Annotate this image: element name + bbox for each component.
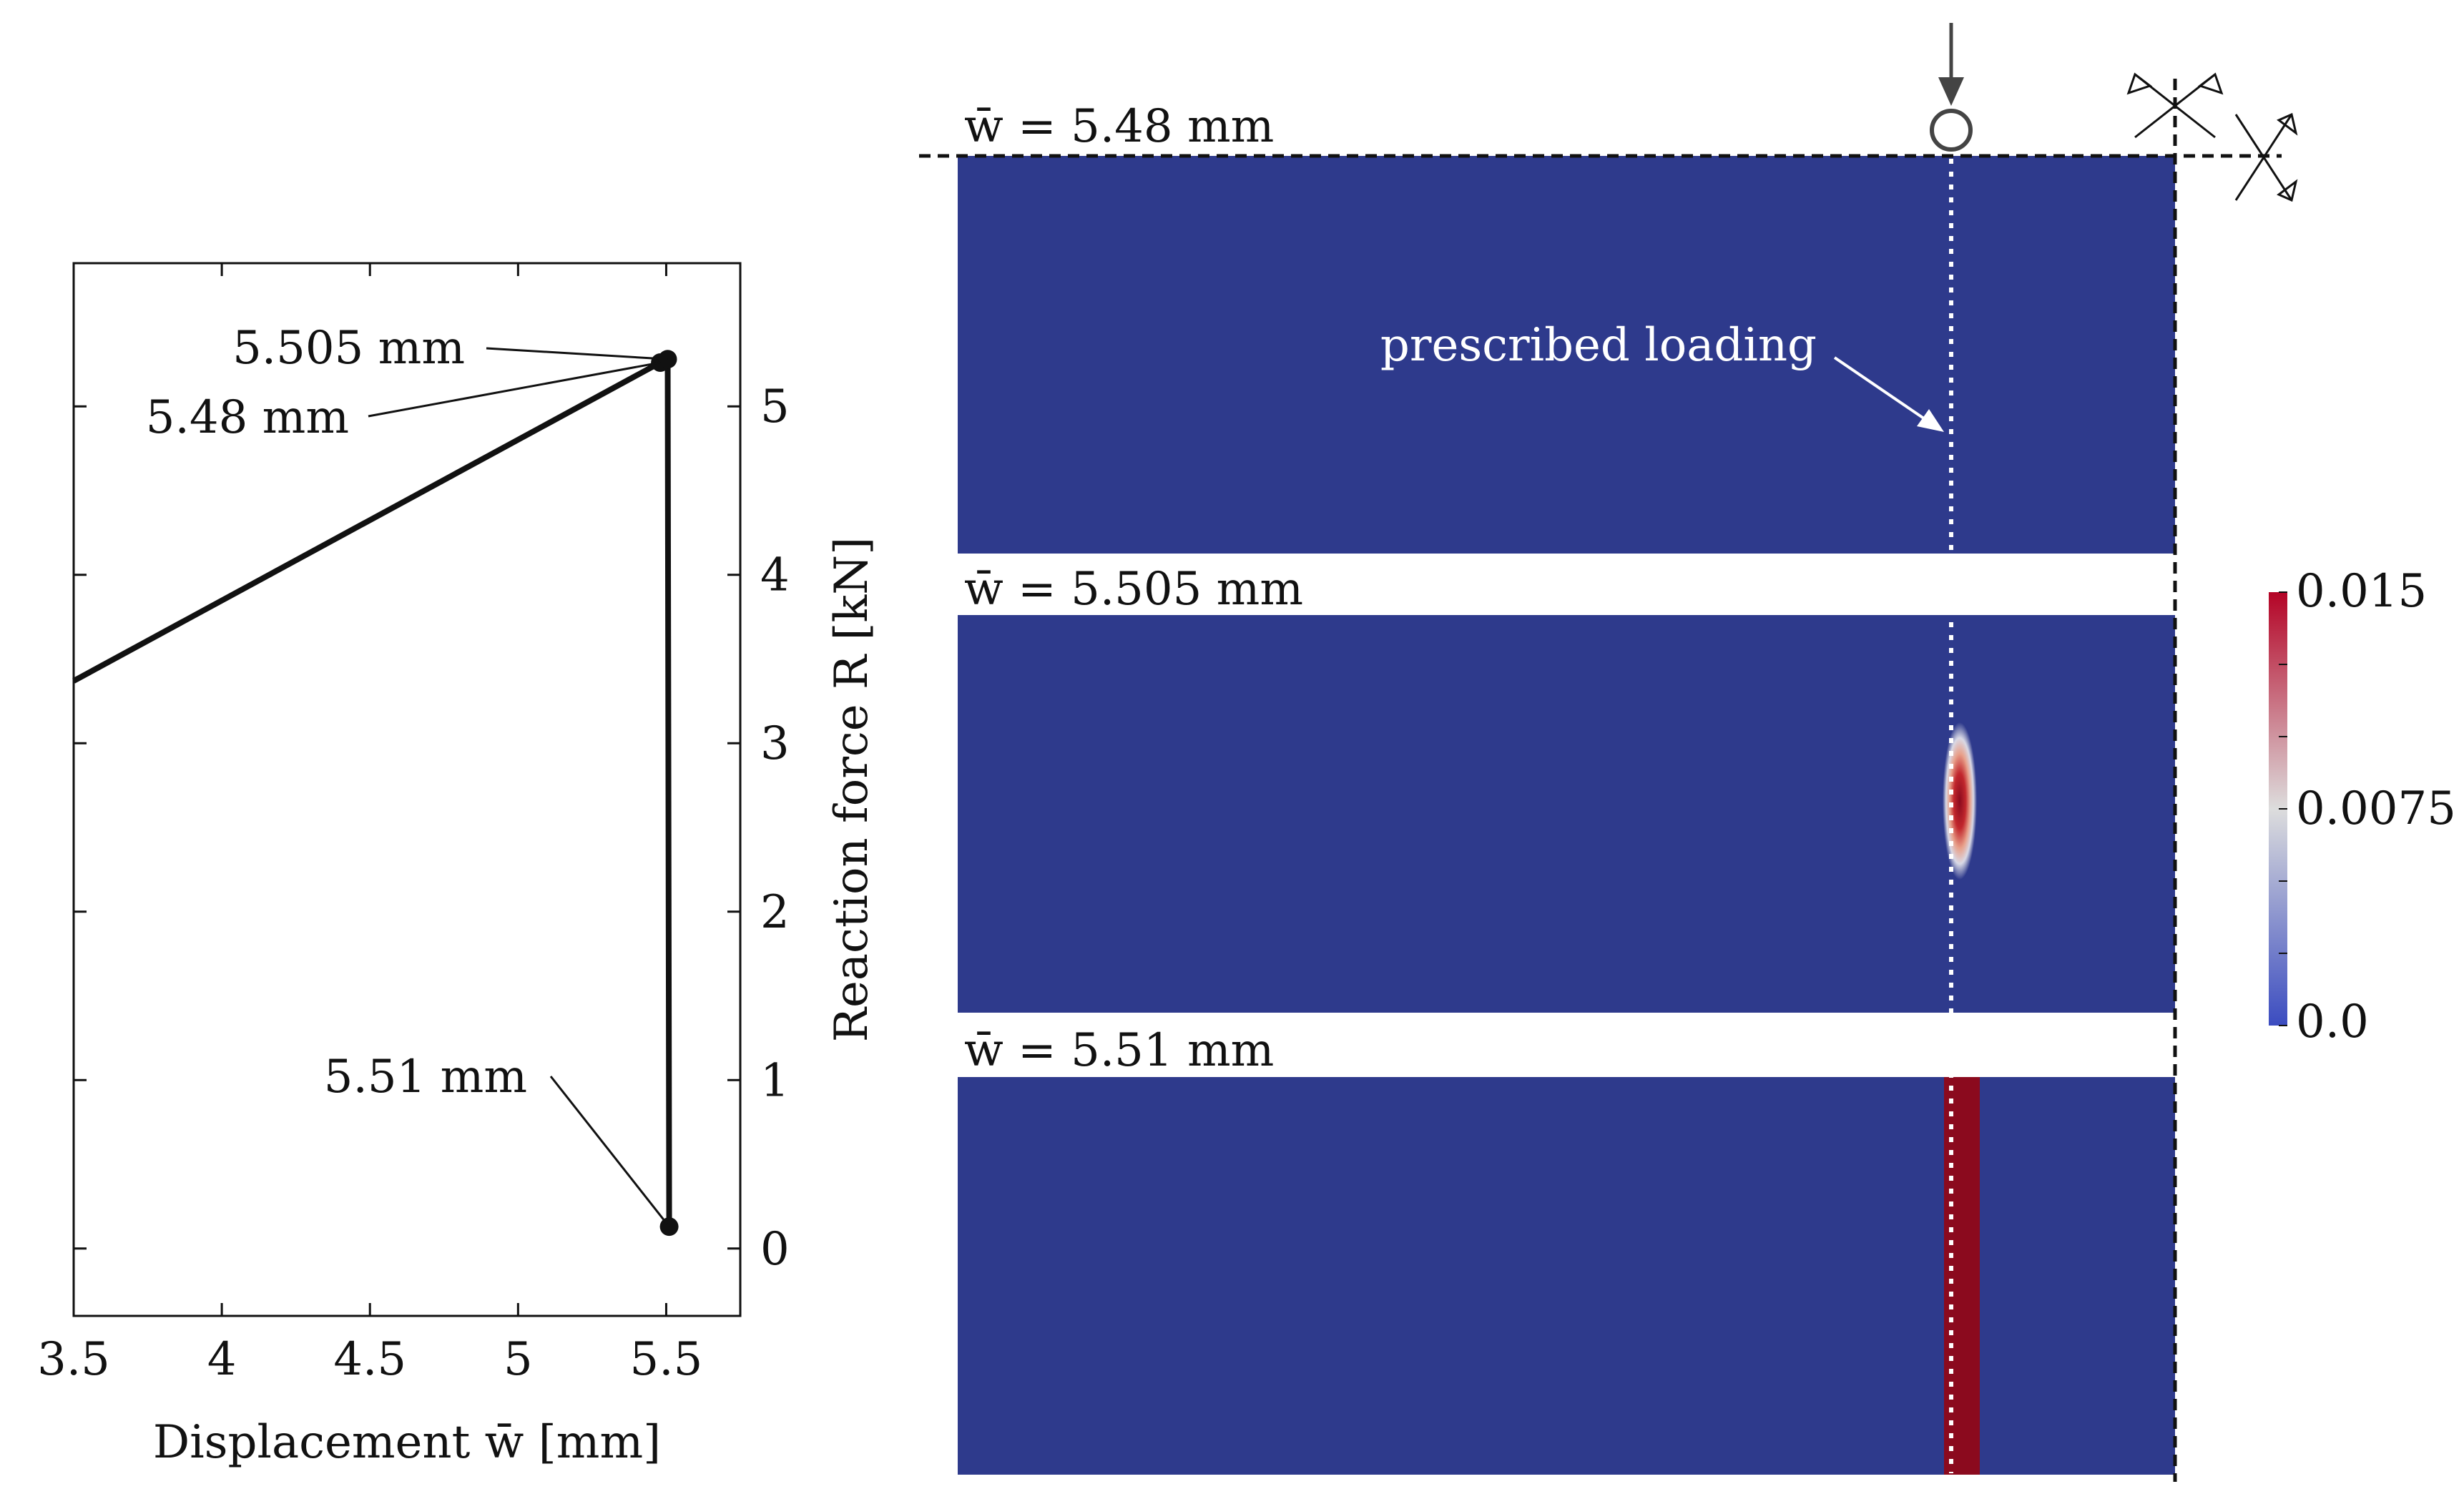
y-axis-label: Reaction force R [kN] <box>825 537 878 1042</box>
y-tick-label: 1 <box>760 1054 790 1107</box>
loading-annotation: prescribed loading <box>1380 319 1817 372</box>
x-axis-label: Displacement w̄ [mm] <box>153 1416 661 1469</box>
force-displacement-chart: 3.5 4 4.5 5 5.5 0 1 2 3 4 5 5.505 mm 5.48 mm 5.51… <box>37 262 878 1469</box>
annotation-leader-line <box>368 361 661 418</box>
x-tick-label: 4 <box>207 1333 237 1386</box>
annotation-label: 5.48 mm <box>146 391 349 444</box>
annotation-leader-line <box>486 347 668 360</box>
x-tick-label: 5.5 <box>630 1333 703 1386</box>
roller-support-icon <box>1930 109 1973 152</box>
colorbar-ticks <box>2279 591 2287 1026</box>
panel-3-label: w̄ = 5.51 mm <box>964 1024 1274 1077</box>
damage-field-panels: w̄ = 5.48 mm w̄ = 5.505 mm w̄ = 5.51 mm … <box>919 23 2298 1482</box>
colorbar: 0.015 0.0075 0.0 <box>2269 565 2456 1048</box>
annotation-leaders <box>368 347 670 1228</box>
panel-2-label: w̄ = 5.505 mm <box>964 563 1303 616</box>
crack-band <box>1944 1077 1980 1475</box>
panel-2-field <box>958 615 2175 1013</box>
x-tick-label: 3.5 <box>37 1333 110 1386</box>
y-axis-ticks: 0 1 2 3 4 5 <box>74 380 790 1276</box>
damage-spot <box>1943 722 1977 880</box>
panel-1-field <box>958 156 2175 554</box>
colorbar-tick-label: 0.0 <box>2296 996 2369 1048</box>
y-tick-label: 3 <box>760 717 790 770</box>
load-arrowhead-icon <box>1938 77 1964 106</box>
x-tick-label: 4.5 <box>333 1333 406 1386</box>
symmetry-support-icon <box>2126 72 2224 139</box>
y-tick-label: 0 <box>760 1223 790 1276</box>
annotation-leader-line <box>549 1076 670 1228</box>
symmetry-support-icon <box>2234 112 2298 202</box>
plot-frame <box>72 262 742 1317</box>
panel-1-label: w̄ = 5.48 mm <box>964 100 1274 153</box>
annotation-label: 5.505 mm <box>232 322 465 375</box>
loading-annotation-arrowhead <box>1917 409 1944 432</box>
loading-annotation-arrow <box>1833 356 1933 425</box>
annotation-label: 5.51 mm <box>324 1051 527 1104</box>
x-axis-ticks: 3.5 4 4.5 5 5.5 <box>37 263 702 1386</box>
colorbar-tick-label: 0.015 <box>2296 565 2427 618</box>
y-tick-label: 2 <box>760 886 790 939</box>
y-tick-label: 4 <box>760 549 790 602</box>
x-tick-label: 5 <box>504 1333 533 1386</box>
data-markers <box>651 350 679 1237</box>
y-tick-label: 5 <box>760 380 790 433</box>
colorbar-tick-label: 0.0075 <box>2296 782 2456 835</box>
panel-3-field <box>958 1077 2175 1475</box>
